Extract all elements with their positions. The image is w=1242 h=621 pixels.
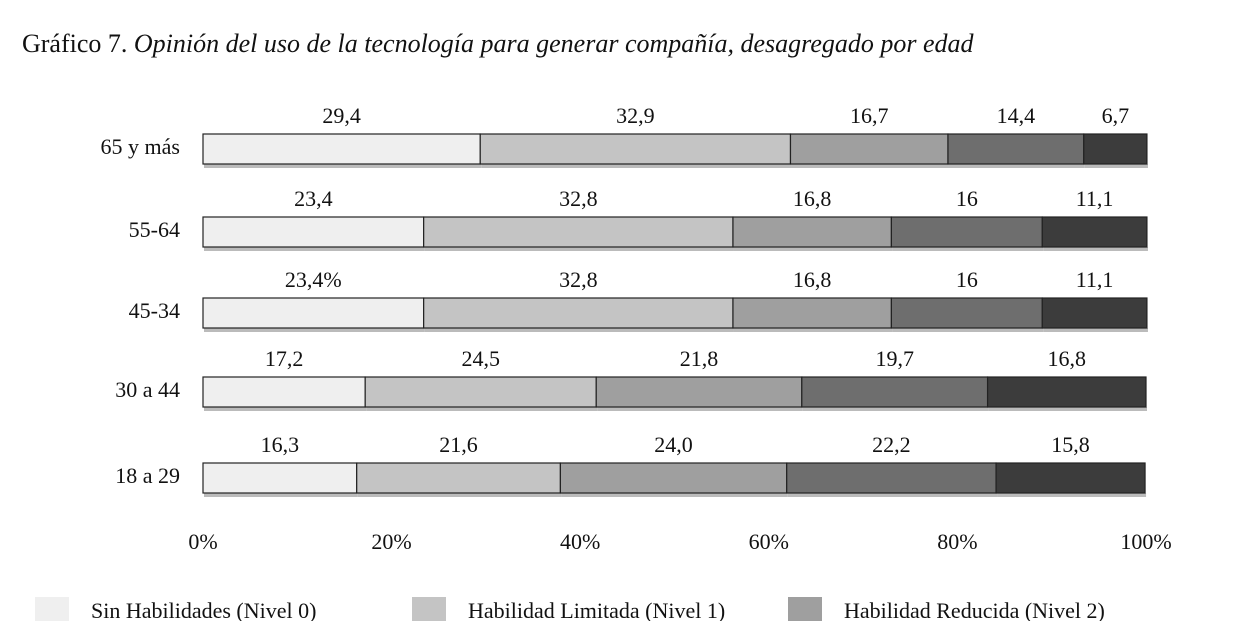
legend-label: Habilidad Reducida (Nivel 2) — [844, 598, 1105, 621]
bar-segment — [202, 133, 481, 165]
bar-segment — [202, 297, 425, 329]
value-label: 11,1 — [1076, 267, 1114, 292]
bar-shadow — [791, 164, 949, 168]
bar-segment — [789, 133, 949, 165]
bar-shadow — [1043, 328, 1148, 332]
bar-shadow — [787, 493, 998, 497]
value-label: 17,2 — [265, 346, 304, 371]
x-tick-label: 20% — [371, 529, 411, 554]
value-label: 6,7 — [1102, 103, 1130, 128]
bar-shadow — [424, 328, 734, 332]
x-tick-label: 60% — [749, 529, 789, 554]
bar-shadow — [366, 407, 598, 411]
bar-segment — [890, 297, 1043, 329]
y-tick-label: 65 y más — [101, 134, 180, 159]
value-label: 24,5 — [461, 346, 500, 371]
value-label: 23,4 — [294, 186, 333, 211]
value-label: 19,7 — [875, 346, 914, 371]
value-label: 23,4% — [285, 267, 342, 292]
bar-segment — [947, 133, 1085, 165]
bar-segment — [786, 462, 997, 494]
bar-shadow — [733, 328, 893, 332]
bar-shadow — [597, 407, 803, 411]
bar-shadow — [988, 407, 1147, 411]
bar-segment — [995, 462, 1146, 494]
value-label: 21,6 — [439, 432, 478, 457]
bar-segment — [202, 216, 425, 248]
bar-segment — [1083, 133, 1148, 165]
bar-segment — [595, 376, 803, 408]
value-label: 16,7 — [850, 103, 889, 128]
y-tick-label: 45-34 — [129, 298, 180, 323]
value-label: 29,4 — [322, 103, 361, 128]
legend-swatch — [788, 597, 822, 621]
bar-segment — [890, 216, 1043, 248]
bar-segment — [364, 376, 597, 408]
value-label: 24,0 — [654, 432, 693, 457]
bar-shadow — [892, 328, 1044, 332]
y-tick-label: 18 a 29 — [115, 463, 180, 488]
x-tick-label: 100% — [1120, 529, 1171, 554]
bar-shadow — [1043, 247, 1148, 251]
title-text: Opinión del uso de la tecnología para ge… — [134, 29, 975, 58]
legend-label: Sin Habilidades (Nivel 0) — [91, 598, 316, 621]
value-label: 16,3 — [261, 432, 300, 457]
bar-segment — [356, 462, 561, 494]
bar-shadow — [561, 493, 788, 497]
bar-segment — [202, 376, 366, 408]
bar-shadow — [733, 247, 893, 251]
y-tick-label: 30 a 44 — [115, 377, 180, 402]
value-label: 16,8 — [793, 186, 832, 211]
bar-shadow — [997, 493, 1147, 497]
bar-shadow — [481, 164, 792, 168]
value-label: 15,8 — [1051, 432, 1090, 457]
bar-shadow — [204, 164, 482, 168]
value-label: 32,8 — [559, 267, 598, 292]
value-label: 16,8 — [793, 267, 832, 292]
bar-shadow — [204, 328, 425, 332]
x-tick-label: 0% — [188, 529, 217, 554]
y-tick-label: 55-64 — [129, 217, 180, 242]
value-label: 21,8 — [680, 346, 719, 371]
x-tick-label: 80% — [937, 529, 977, 554]
chart-title: Gráfico 7. Opinión del uso de la tecnolo… — [22, 29, 975, 58]
x-tick-label: 40% — [560, 529, 600, 554]
bar-segment — [202, 462, 358, 494]
bar-shadow — [357, 493, 562, 497]
value-label: 14,4 — [997, 103, 1036, 128]
value-label: 16 — [956, 186, 978, 211]
value-label: 11,1 — [1076, 186, 1114, 211]
bar-shadow — [204, 247, 425, 251]
bar-segment — [423, 216, 734, 248]
bar-segment — [1041, 216, 1148, 248]
legend-swatch — [412, 597, 446, 621]
bar-shadow — [948, 164, 1085, 168]
bar-segment — [559, 462, 788, 494]
bar-shadow — [1084, 164, 1148, 168]
value-label: 32,9 — [616, 103, 655, 128]
bar-segment — [986, 376, 1147, 408]
legend-label: Habilidad Limitada (Nivel 1) — [468, 598, 725, 621]
bar-segment — [423, 297, 734, 329]
bar-shadow — [424, 247, 734, 251]
bar-shadow — [204, 493, 358, 497]
value-label: 22,2 — [872, 432, 911, 457]
bar-segment — [732, 216, 892, 248]
title-number: Gráfico 7. — [22, 29, 127, 58]
legend-swatch — [35, 597, 69, 621]
bar-shadow — [892, 247, 1044, 251]
bar-segment — [479, 133, 792, 165]
bar-segment — [801, 376, 989, 408]
value-label: 16 — [956, 267, 978, 292]
value-label: 16,8 — [1048, 346, 1087, 371]
bar-shadow — [802, 407, 989, 411]
bar-segment — [732, 297, 892, 329]
value-label: 32,8 — [559, 186, 598, 211]
bar-segment — [1041, 297, 1148, 329]
bar-shadow — [204, 407, 367, 411]
